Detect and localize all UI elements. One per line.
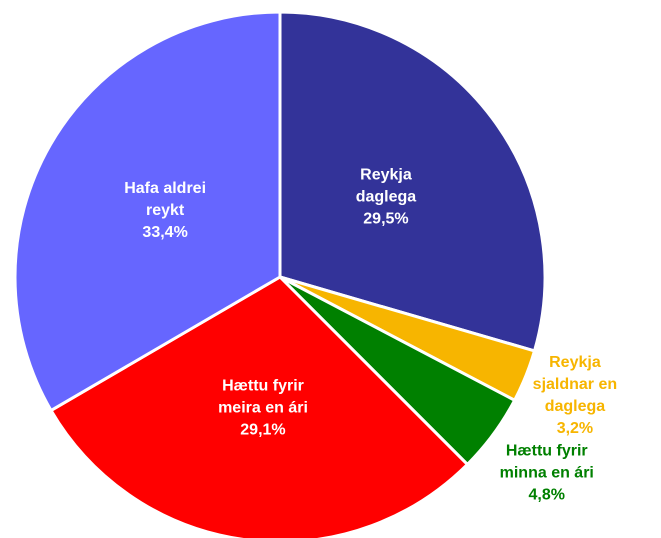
value-label: 29,5%: [363, 211, 408, 228]
slice-label: sjaldnar en: [533, 376, 617, 393]
slice-label: Hættu fyrir: [506, 443, 588, 460]
slice-label: Hættu fyrir: [222, 378, 304, 395]
slice-label: reykt: [146, 202, 185, 219]
value-label: 29,1%: [240, 422, 285, 439]
slice-label: meira en ári: [218, 400, 308, 417]
slice-label: daglega: [545, 398, 606, 415]
slice-label: minna en ári: [500, 465, 594, 482]
pie-slice: [278, 10, 547, 353]
value-label: 33,4%: [142, 224, 187, 241]
value-label: 3,2%: [557, 420, 593, 437]
value-label: 4,8%: [529, 487, 565, 504]
slice-label: Reykja: [360, 167, 412, 184]
pie-slice: [13, 10, 282, 413]
slice-label: Hafa aldrei: [124, 180, 206, 197]
slice-label: daglega: [356, 189, 417, 206]
slice-label: Reykja: [549, 354, 601, 371]
pie-slice: [49, 275, 470, 538]
